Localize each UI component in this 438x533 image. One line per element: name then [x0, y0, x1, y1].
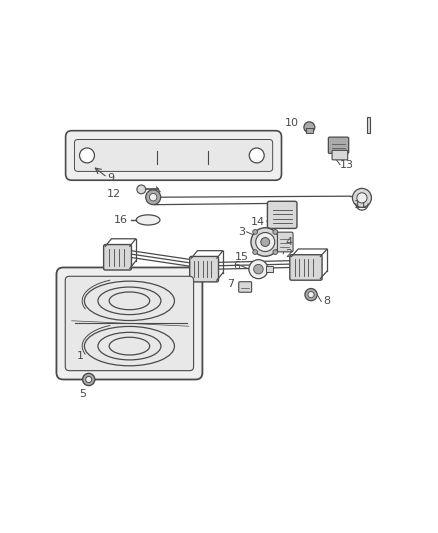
Text: 7: 7 — [227, 279, 235, 289]
FancyBboxPatch shape — [65, 276, 194, 370]
Circle shape — [146, 190, 161, 205]
Text: 15: 15 — [235, 252, 249, 262]
Bar — [306, 128, 313, 133]
Bar — [367, 117, 370, 133]
Circle shape — [305, 288, 317, 301]
Circle shape — [86, 376, 92, 383]
FancyBboxPatch shape — [328, 137, 349, 154]
FancyBboxPatch shape — [190, 256, 219, 282]
FancyBboxPatch shape — [290, 255, 322, 280]
FancyBboxPatch shape — [66, 131, 282, 180]
Circle shape — [273, 230, 278, 235]
Text: 10: 10 — [285, 118, 299, 128]
Circle shape — [304, 122, 315, 133]
Circle shape — [254, 264, 263, 274]
FancyBboxPatch shape — [268, 201, 297, 229]
Circle shape — [83, 374, 95, 385]
Circle shape — [137, 185, 146, 194]
Text: 14: 14 — [251, 216, 265, 227]
Circle shape — [273, 250, 278, 254]
Text: 3: 3 — [238, 227, 245, 237]
Text: 6: 6 — [233, 261, 240, 271]
Circle shape — [353, 188, 371, 207]
Text: 8: 8 — [323, 296, 330, 306]
Circle shape — [149, 193, 157, 201]
Text: 11: 11 — [353, 200, 367, 209]
FancyBboxPatch shape — [239, 282, 251, 292]
Circle shape — [308, 292, 314, 297]
FancyBboxPatch shape — [104, 245, 131, 270]
Circle shape — [256, 232, 275, 252]
Circle shape — [249, 260, 268, 279]
Text: 2: 2 — [285, 249, 292, 259]
FancyBboxPatch shape — [277, 232, 293, 252]
FancyBboxPatch shape — [57, 268, 202, 379]
Circle shape — [249, 148, 264, 163]
Ellipse shape — [136, 215, 160, 225]
Circle shape — [261, 238, 270, 246]
Circle shape — [253, 230, 258, 235]
Text: 4: 4 — [286, 237, 293, 247]
Text: 13: 13 — [340, 159, 354, 169]
Circle shape — [253, 250, 258, 254]
Text: 16: 16 — [114, 215, 128, 225]
FancyBboxPatch shape — [74, 140, 273, 172]
Text: 12: 12 — [107, 190, 121, 199]
Text: 5: 5 — [79, 389, 86, 399]
FancyBboxPatch shape — [332, 150, 348, 160]
Circle shape — [251, 228, 279, 256]
Text: 9: 9 — [107, 173, 114, 182]
Circle shape — [357, 193, 367, 203]
Circle shape — [80, 148, 95, 163]
Text: 1: 1 — [77, 351, 84, 361]
Bar — [266, 266, 273, 272]
